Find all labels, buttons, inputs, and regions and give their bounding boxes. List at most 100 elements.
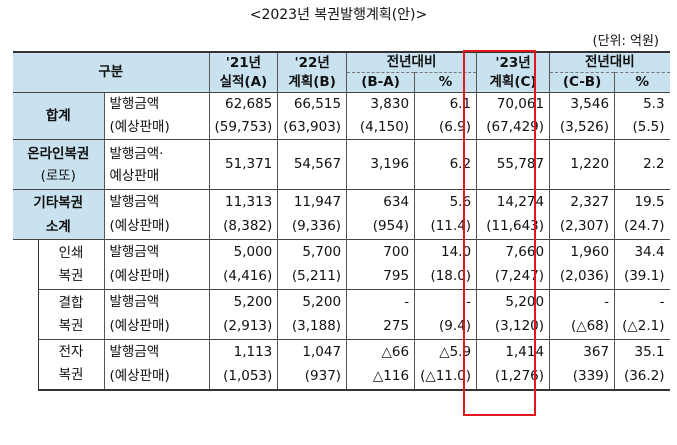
cell: 5,200 xyxy=(277,289,347,315)
cell: (9,336) xyxy=(277,214,347,240)
cell: (36.2) xyxy=(614,364,670,391)
table-row-combined-issue: 결합 복권 발행금액 5,200 5,200 - - 5,200 - - xyxy=(13,289,670,340)
cell: 6.1 xyxy=(414,92,477,117)
row-other-name: 기타복권 소계 xyxy=(13,189,104,240)
cell: 634 xyxy=(346,189,415,215)
header-cb: (C-B) xyxy=(549,72,615,93)
row-label-line2: 예상판매 xyxy=(109,167,160,184)
row-print-sub: 복권 xyxy=(58,267,84,284)
header-pct-2: % xyxy=(614,72,670,93)
row-online-sub: (로또) xyxy=(40,167,76,184)
cell: (11.4) xyxy=(414,214,477,240)
cell: △66 xyxy=(346,339,415,365)
cell: (67,429) xyxy=(476,116,550,140)
row-online-title: 온라인복권 xyxy=(27,145,90,162)
table-row-electronic-sales: (예상판매) (1,053) (937) △116 (△11.0) (1,276… xyxy=(13,364,670,391)
row-print-title: 인쇄 xyxy=(58,244,84,261)
cell: (△11.0) xyxy=(414,364,477,391)
cell: 51,371 xyxy=(208,139,278,190)
cell: 5,000 xyxy=(208,239,278,265)
row-online-name: 온라인복권 (로또) xyxy=(13,139,104,190)
cell: (2,913) xyxy=(208,314,278,340)
cell: (2,036) xyxy=(549,264,615,290)
cell: (9.4) xyxy=(414,314,477,340)
indent-spacer xyxy=(13,239,38,390)
cell: 14,274 xyxy=(476,189,550,215)
header-2022: '22년 계획(B) xyxy=(277,51,347,93)
cell: - xyxy=(346,289,415,315)
cell: 1,414 xyxy=(476,339,550,365)
cell: (24.7) xyxy=(614,214,670,240)
cell: 1,220 xyxy=(549,139,615,190)
table-row-total-sales: (예상판매) (59,753) (63,903) (4,150) (6.9) (… xyxy=(13,116,670,140)
cell: 19.5 xyxy=(614,189,670,215)
cell: (8,382) xyxy=(208,214,278,240)
table-row-print-issue: 인쇄 복권 발행금액 5,000 5,700 700 14.0 7,660 1,… xyxy=(13,239,670,390)
cell: 6.2 xyxy=(414,139,477,190)
cell: (2,307) xyxy=(549,214,615,240)
cell: 66,515 xyxy=(277,92,347,117)
row-electronic-name: 전자 복권 xyxy=(37,339,104,391)
cell: 34.4 xyxy=(614,239,670,265)
cell: 14.0 xyxy=(414,239,477,265)
row-other-title: 기타복권 xyxy=(33,194,84,211)
cell: (△68) xyxy=(549,314,615,340)
table-row-combined-sales: (예상판매) (2,913) (3,188) 275 (9.4) (3,120)… xyxy=(13,314,670,340)
row-label: 발행금액 xyxy=(103,92,209,117)
cell: 275 xyxy=(346,314,415,340)
cell: - xyxy=(549,289,615,315)
header-2022-label: 계획(B) xyxy=(288,73,336,90)
row-label: (예상판매) xyxy=(103,314,209,340)
cell: 3,196 xyxy=(346,139,415,190)
row-combined-title: 결합 xyxy=(58,294,84,311)
cell: (39.1) xyxy=(614,264,670,290)
cell: (18.0) xyxy=(414,264,477,290)
header-row-1: 구분 '21년 실적(A) '22년 계획(B) 전년대비 '23년 계획(C)… xyxy=(13,51,670,93)
row-electronic-sub: 복권 xyxy=(58,367,84,384)
cell: 35.1 xyxy=(614,339,670,365)
row-label: 발행금액 xyxy=(103,189,209,215)
row-electronic-title: 전자 xyxy=(58,344,84,361)
row-label: 발행금액 xyxy=(103,289,209,315)
row-other-sub: 소계 xyxy=(45,218,71,235)
cell: 5,200 xyxy=(208,289,278,315)
row-combined-sub: 복권 xyxy=(58,317,84,334)
cell: (3,120) xyxy=(476,314,550,340)
header-yoy-1: 전년대비 xyxy=(346,51,477,73)
cell: (4,416) xyxy=(208,264,278,290)
header-2022-year: '22년 xyxy=(294,54,330,71)
cell: 5.6 xyxy=(414,189,477,215)
row-label: (예상판매) xyxy=(103,264,209,290)
cell: 2,327 xyxy=(549,189,615,215)
cell: 54,567 xyxy=(277,139,347,190)
table-row-total-issue: 합계 발행금액 62,685 66,515 3,830 6.1 70,061 3… xyxy=(13,92,670,140)
row-total-name: 합계 xyxy=(13,92,104,140)
cell: 3,830 xyxy=(346,92,415,117)
cell: 55,787 xyxy=(476,139,550,190)
header-pct-1: % xyxy=(414,72,477,93)
lottery-plan-table: 구분 '21년 실적(A) '22년 계획(B) 전년대비 '23년 계획(C)… xyxy=(13,51,670,391)
header-2021-label: 실적(A) xyxy=(219,73,268,90)
header-2021: '21년 실적(A) xyxy=(208,51,278,93)
header-ba: (B-A) xyxy=(346,72,415,93)
header-category: 구분 xyxy=(13,51,209,93)
cell: 2.2 xyxy=(614,139,670,190)
table-title: <2023년 복권발행계획(안)> xyxy=(249,7,428,23)
row-label: (예상판매) xyxy=(103,116,209,140)
cell: (63,903) xyxy=(277,116,347,140)
cell: (954) xyxy=(346,214,415,240)
cell: △116 xyxy=(346,364,415,391)
cell: 5,200 xyxy=(476,289,550,315)
cell: (7,247) xyxy=(476,264,550,290)
row-label: 발행금액 xyxy=(103,339,209,365)
cell: (11,643) xyxy=(476,214,550,240)
row-label: (예상판매) xyxy=(103,214,209,240)
header-yoy-2: 전년대비 xyxy=(549,51,670,73)
header-2023: '23년 계획(C) xyxy=(476,51,550,93)
cell: (1,053) xyxy=(208,364,278,391)
row-print-name: 인쇄 복권 xyxy=(37,239,104,290)
table-row-other-issue: 기타복권 소계 발행금액 11,313 11,947 634 5.6 14,27… xyxy=(13,189,670,240)
row-combined-name: 결합 복권 xyxy=(37,289,104,340)
cell: (3,526) xyxy=(549,116,615,140)
cell: 700 xyxy=(346,239,415,265)
